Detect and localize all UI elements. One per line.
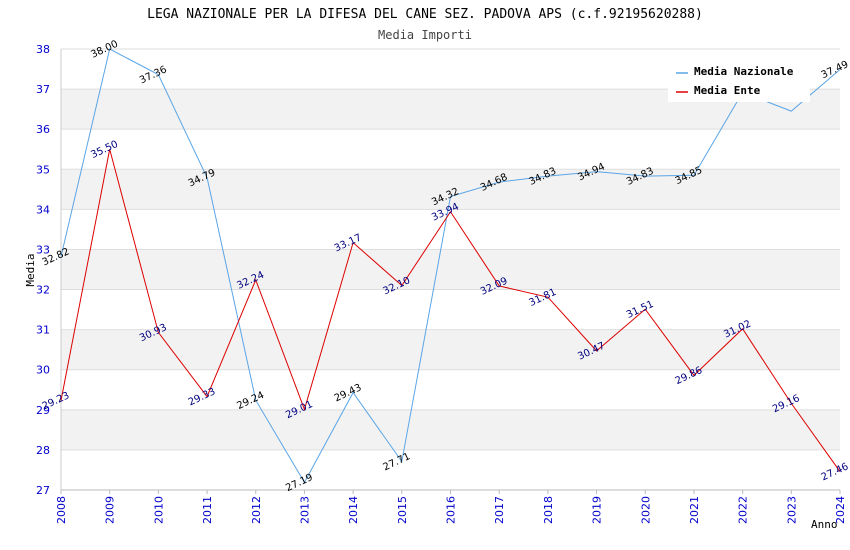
x-tick-label: 2024 (834, 496, 847, 524)
x-tick-label: 2016 (445, 496, 458, 524)
data-label: 37.49 (820, 59, 850, 81)
data-label: 27.19 (284, 472, 315, 494)
data-label: 37.36 (138, 64, 169, 86)
legend-background (668, 60, 810, 102)
y-axis-ticks: 27 28 29 30 31 32 33 34 35 36 37 38 (36, 43, 50, 497)
x-tick-label: 2021 (688, 496, 701, 524)
y-tick-label: 31 (36, 324, 50, 337)
x-tick-label: 2022 (737, 496, 750, 524)
x-tick-label: 2010 (152, 496, 165, 524)
data-label: 29.23 (41, 390, 72, 412)
grid-bands (60, 48, 840, 491)
y-tick-label: 32 (36, 284, 50, 297)
x-axis-label: Anno (811, 518, 838, 531)
x-tick-label: 2012 (250, 496, 263, 524)
y-tick-label: 34 (36, 203, 50, 216)
series-line-nazionale (60, 48, 841, 484)
series-lines (60, 48, 841, 484)
y-tick-label: 35 (36, 163, 50, 176)
data-label: 38.00 (89, 39, 120, 61)
chart-subtitle: Media Importi (378, 28, 472, 42)
data-label: 29.24 (235, 390, 266, 412)
y-axis-label: Media (24, 253, 37, 286)
data-label: 35.50 (89, 139, 120, 161)
y-tick-label: 30 (36, 364, 50, 377)
legend: Media Nazionale Media Ente (668, 60, 810, 102)
y-tick-label: 37 (36, 83, 50, 96)
y-tick-label: 29 (36, 404, 50, 417)
x-tick-label: 2011 (201, 496, 214, 524)
x-axis-ticks: 2008 2009 2010 2011 2012 2013 2014 2015 2016 2017… (55, 490, 847, 524)
y-tick-label: 27 (36, 484, 50, 497)
grid-band (61, 169, 840, 210)
y-tick-label: 38 (36, 43, 50, 56)
chart-title: LEGA NAZIONALE PER LA DIFESA DEL CANE SE… (147, 7, 703, 22)
grid-band (61, 329, 840, 370)
y-tick-label: 33 (36, 243, 50, 256)
x-tick-label: 2009 (104, 496, 117, 524)
y-tick-label: 28 (36, 444, 50, 457)
grid-band (61, 409, 840, 450)
x-tick-label: 2023 (785, 496, 798, 524)
x-tick-label: 2017 (493, 496, 506, 524)
x-tick-label: 2019 (591, 496, 604, 524)
x-tick-label: 2018 (542, 496, 555, 524)
x-tick-label: 2013 (298, 496, 311, 524)
x-tick-label: 2014 (347, 496, 360, 524)
legend-label-ente: Media Ente (694, 84, 761, 97)
x-tick-label: 2015 (396, 496, 409, 524)
grid-band (61, 249, 840, 290)
x-tick-label: 2008 (55, 496, 68, 524)
y-tick-label: 36 (36, 123, 50, 136)
x-tick-label: 2020 (639, 496, 652, 524)
series-line-ente (60, 149, 841, 472)
legend-label-nazionale: Media Nazionale (694, 65, 794, 78)
data-label: 31.81 (528, 287, 559, 309)
